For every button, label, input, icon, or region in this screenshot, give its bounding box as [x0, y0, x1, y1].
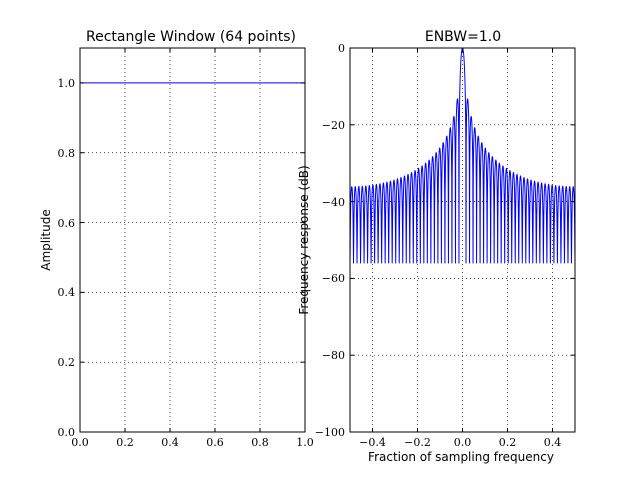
window-plot: Rectangle Window (64 points) Amplitude 0… — [39, 29, 314, 449]
window-plot-xtick-labels: 0.0 0.2 0.4 0.6 0.8 1.0 — [71, 436, 314, 449]
window-ytick-label: 0.6 — [58, 217, 76, 230]
response-xtick-label: −0.4 — [359, 436, 386, 449]
response-plot-ticks — [350, 47, 575, 433]
response-ytick-label: −60 — [322, 272, 345, 285]
response-plot-title: ENBW=1.0 — [425, 29, 501, 45]
response-plot-ylabel: Frequency response (dB) — [297, 165, 311, 314]
window-xtick-label: 0.8 — [251, 436, 269, 449]
response-plot-xlabel: Fraction of sampling frequency — [368, 450, 554, 464]
window-ytick-label: 0.8 — [58, 147, 76, 160]
response-xtick-label: 0.4 — [544, 436, 562, 449]
window-ytick-label: 1.0 — [58, 77, 76, 90]
window-plot-frame — [79, 47, 306, 433]
response-ytick-label: −100 — [315, 426, 345, 439]
response-ytick-label: 0 — [338, 42, 345, 55]
window-xtick-label: 1.0 — [296, 436, 314, 449]
window-plot-ytick-labels: 0.0 0.2 0.4 0.6 0.8 1.0 — [58, 77, 76, 439]
response-xtick-label: 0.0 — [454, 436, 472, 449]
window-ytick-label: 0.4 — [58, 286, 76, 299]
window-plot-ticks — [79, 48, 306, 433]
window-plot-ylabel: Amplitude — [39, 209, 53, 271]
window-xtick-label: 0.0 — [71, 436, 89, 449]
response-xtick-label: 0.2 — [499, 436, 517, 449]
response-plot: ENBW=1.0 Frequency response (dB) Fractio… — [297, 29, 576, 464]
response-xtick-label: −0.2 — [404, 436, 431, 449]
window-xtick-label: 0.4 — [161, 436, 179, 449]
window-plot-title: Rectangle Window (64 points) — [86, 29, 296, 45]
window-xtick-label: 0.6 — [206, 436, 224, 449]
window-ytick-label: 0.0 — [58, 426, 76, 439]
response-plot-xtick-labels: −0.4 −0.2 0.0 0.2 0.4 — [359, 436, 561, 449]
response-plot-ytick-labels: 0 −20 −40 −60 −80 −100 — [315, 42, 345, 439]
response-ytick-label: −40 — [322, 196, 345, 209]
response-ytick-label: −80 — [322, 349, 345, 362]
window-ytick-label: 0.2 — [58, 356, 76, 369]
window-xtick-label: 0.2 — [116, 436, 134, 449]
response-ytick-label: −20 — [322, 119, 345, 132]
